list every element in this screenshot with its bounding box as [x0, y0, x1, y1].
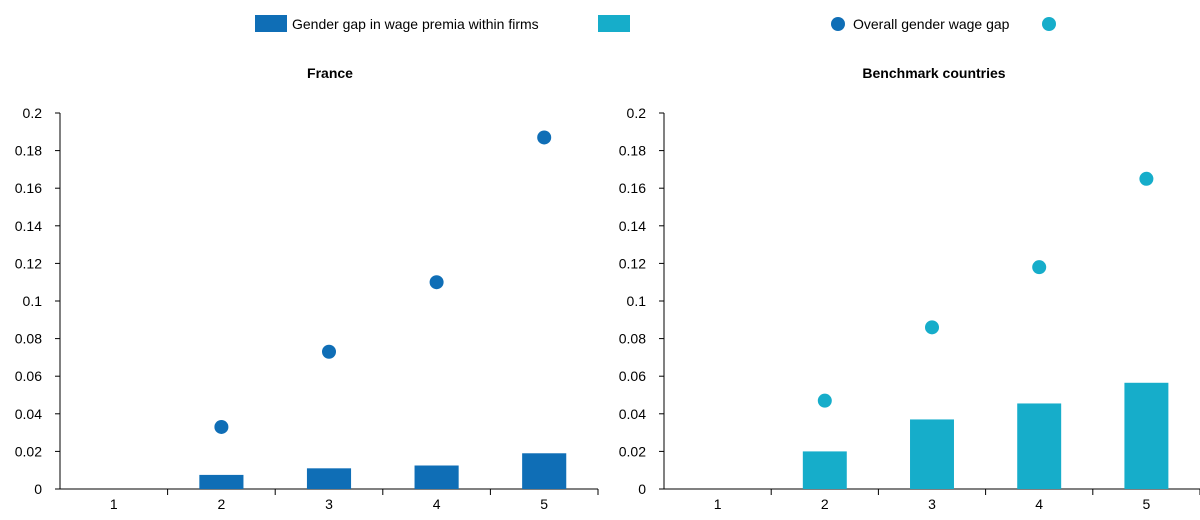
y-tick-label: 0.2 [23, 105, 43, 121]
legend-bar-swatch-france [255, 15, 287, 32]
legend-dot-swatch-france [831, 17, 845, 31]
data-point [817, 393, 832, 408]
data-point [1139, 171, 1154, 186]
y-tick-label: 0.14 [619, 218, 646, 234]
y-tick-label: 0.16 [15, 180, 42, 196]
data-point [925, 320, 939, 335]
y-tick-label: 0.08 [15, 331, 42, 347]
data-point [322, 344, 336, 359]
legend-bar-swatch-benchmark [598, 15, 630, 32]
bar [1124, 382, 1169, 489]
panel-title: France [307, 65, 353, 81]
x-tick-label: 5 [1143, 496, 1151, 512]
bar [802, 451, 847, 489]
y-tick-label: 0.12 [619, 255, 646, 271]
y-tick-label: 0.02 [619, 443, 646, 459]
data-point [1032, 260, 1047, 275]
x-tick-label: 3 [325, 496, 333, 512]
data-point [537, 130, 552, 145]
bar [199, 474, 244, 489]
x-tick-label: 2 [821, 496, 829, 512]
y-tick-label: 0.04 [619, 406, 646, 422]
x-tick-label: 4 [1035, 496, 1043, 512]
bar [910, 419, 954, 489]
x-tick-label: 1 [110, 496, 118, 512]
y-tick-label: 0.06 [619, 368, 646, 384]
y-tick-label: 0 [638, 481, 646, 497]
y-tick-label: 0.2 [627, 105, 647, 121]
y-tick-label: 0 [34, 481, 42, 497]
legend-dot-label: Overall gender wage gap [853, 16, 1010, 32]
y-tick-label: 0.12 [15, 255, 42, 271]
x-tick-label: 1 [714, 496, 722, 512]
data-point [429, 275, 444, 290]
y-tick-label: 0.16 [619, 180, 646, 196]
panel-title: Benchmark countries [862, 65, 1005, 81]
panel-benchmark: Benchmark countries 0 0.02 0.04 0.06 0.08 0.1… [619, 65, 1200, 512]
y-tick-label: 0.02 [15, 443, 42, 459]
y-tick-label: 0.08 [619, 331, 646, 347]
x-tick-label: 5 [540, 496, 548, 512]
y-tick-label: 0.14 [15, 218, 42, 234]
x-tick-label: 4 [433, 496, 441, 512]
y-tick-label: 0.18 [15, 143, 42, 159]
y-tick-label: 0.04 [15, 406, 42, 422]
bar [306, 468, 352, 489]
panel-france: France 0 0.02 0.04 0.06 0.08 0.1 0.12 0.14 0.16 0… [15, 65, 599, 512]
y-tick-label: 0.1 [627, 293, 647, 309]
bar [1017, 403, 1062, 489]
y-tick-label: 0.1 [23, 293, 43, 309]
x-tick-label: 3 [928, 496, 936, 512]
legend: Gender gap in wage premia within firms O… [255, 15, 1056, 32]
legend-bar-label: Gender gap in wage premia within firms [292, 16, 539, 32]
x-tick-label: 2 [218, 496, 226, 512]
bar [522, 453, 567, 489]
legend-dot-swatch-benchmark [1042, 17, 1056, 31]
y-tick-label: 0.06 [15, 368, 42, 384]
bar [414, 465, 459, 489]
data-point [214, 419, 229, 434]
y-tick-label: 0.18 [619, 143, 646, 159]
